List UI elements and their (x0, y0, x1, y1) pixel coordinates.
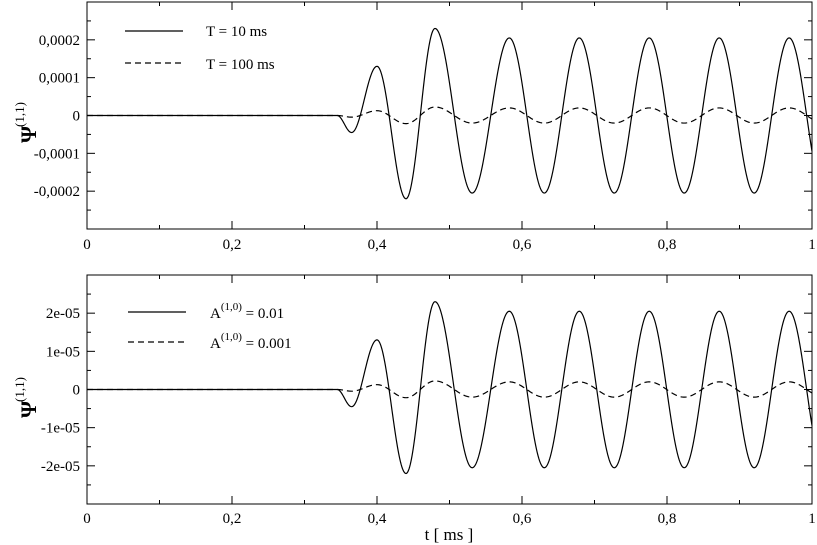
x-axis-label: t [ ms ] (425, 525, 474, 544)
top-y-axis-label: Ψ (1,1) (12, 102, 41, 143)
top-ticks: 0 0,2 0,4 0,6 0,8 1 -0,0002 -0,0001 0 0,0001 0,000… (34, 2, 816, 253)
top-x-tick-label: 0,4 (368, 237, 387, 253)
top-x-tick-label: 0 (83, 237, 91, 253)
bottom-y-tick-label: 1e-05 (46, 344, 80, 360)
top-x-tick-label: 0,8 (658, 237, 677, 253)
bottom-legend-label-2: A(1,0) = 0.001 (210, 331, 292, 352)
top-legend-label-1: T = 10 ms (206, 24, 267, 40)
bottom-ticks: 0 0,2 0,4 0,6 0,8 1 -2e-05 -1e-05 0 1e-05 2e-05 (41, 275, 816, 527)
bottom-x-tick-label: 0 (83, 511, 91, 527)
bottom-y-tick-label: 0 (73, 383, 81, 399)
bottom-x-tick-label: 0,2 (223, 511, 242, 527)
bottom-legend-label-2-main: A (210, 336, 221, 352)
top-x-tick-label: 0,6 (513, 237, 532, 253)
top-y-axis-label-main: Ψ (16, 125, 41, 143)
bottom-series-solid-line (87, 301, 813, 475)
bottom-series-dashed-line (87, 380, 813, 399)
bottom-y-axis-label-main: Ψ (16, 400, 41, 418)
bottom-x-tick-label: 0,6 (513, 511, 532, 527)
top-x-tick-label: 0,2 (223, 237, 242, 253)
bottom-legend-label-1-main: A (210, 306, 221, 322)
bottom-x-tick-label: 1 (808, 511, 816, 527)
bottom-legend-label-1-sup: (1,0) (221, 301, 242, 313)
bottom-y-tick-label: 2e-05 (46, 306, 80, 322)
top-y-tick-label: 0,0002 (39, 33, 80, 49)
top-y-tick-label: 0,0001 (39, 71, 80, 87)
bottom-y-axis-label-sup: (1,1) (12, 377, 27, 402)
top-series (87, 27, 813, 200)
bottom-legend: A(1,0) = 0.01 A(1,0) = 0.001 (128, 301, 292, 352)
top-series-solid-line (87, 27, 813, 200)
bottom-legend-label-2-sup: (1,0) (221, 331, 242, 343)
top-legend-label-2: T = 100 ms (206, 57, 275, 73)
bottom-legend-label-1-tail: = 0.01 (242, 306, 284, 322)
bottom-legend-label-2-tail: = 0.001 (242, 336, 292, 352)
bottom-legend-label-1: A(1,0) = 0.01 (210, 301, 284, 322)
bottom-x-tick-label: 0,4 (368, 511, 387, 527)
top-x-tick-label: 1 (808, 237, 816, 253)
bottom-y-tick-label: -2e-05 (41, 459, 80, 475)
top-y-tick-label: -0,0001 (34, 146, 80, 162)
bottom-y-tick-label: -1e-05 (41, 421, 80, 437)
bottom-y-axis-label: Ψ (1,1) (12, 377, 41, 418)
bottom-panel: 0 0,2 0,4 0,6 0,8 1 -2e-05 -1e-05 0 1e-05 2e-05 Ψ … (12, 274, 816, 544)
top-y-axis-label-sup: (1,1) (12, 102, 27, 127)
bottom-series (87, 301, 813, 475)
top-panel: 0 0,2 0,4 0,6 0,8 1 -0,0002 -0,0001 0 0,0001 0,000… (12, 1, 816, 253)
bottom-x-tick-label: 0,8 (658, 511, 677, 527)
top-series-dashed-line (87, 106, 813, 125)
top-legend: T = 10 ms T = 100 ms (125, 24, 275, 73)
top-y-tick-label: 0 (73, 109, 81, 125)
top-y-tick-label: -0,0002 (34, 184, 80, 200)
